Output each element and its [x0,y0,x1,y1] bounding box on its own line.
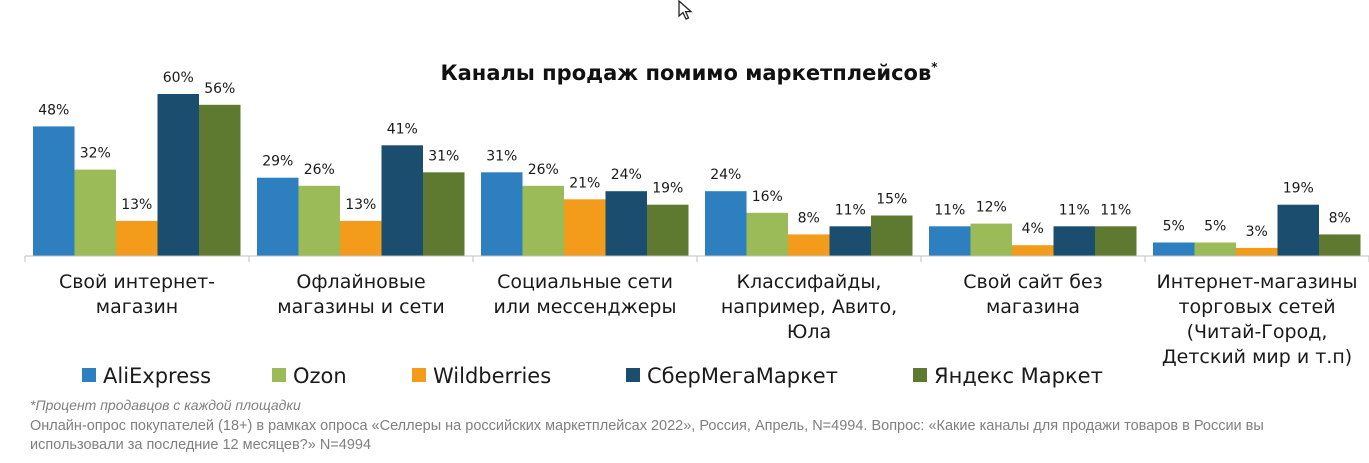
bar-5-5 [1095,226,1137,256]
data-label-6-4: 19% [1283,181,1314,197]
legend-swatch-4 [626,368,640,382]
bar-4-3 [788,234,830,256]
legend-label-5: Яндекс Маркет [934,364,1103,388]
category-label-2: Офлайновые магазины и сети [277,271,444,318]
data-label-6-3: 3% [1246,224,1268,240]
data-label-5-5: 11% [1100,202,1131,218]
data-label-5-4: 11% [1059,202,1090,218]
bar-4-4 [829,226,871,256]
bar-6-1 [1153,242,1195,256]
data-label-4-4: 11% [835,202,866,218]
legend-label-2: Ozon [293,364,347,388]
data-label-3-1: 31% [486,148,517,164]
bar-1-3 [116,220,158,256]
data-label-4-1: 24% [710,167,741,183]
category-label-4: Классифайды, например, Авито, Юла [721,271,897,343]
data-label-5-2: 12% [976,200,1007,216]
bar-1-1 [33,126,75,257]
data-label-3-5: 19% [652,181,683,197]
legend-swatch-3 [412,368,426,382]
category-label-3: Социальные сети или мессенджеры [494,271,677,318]
data-label-3-2: 26% [528,162,559,178]
bar-6-4 [1277,204,1319,256]
bar-3-3 [564,199,606,256]
data-label-2-4: 41% [387,121,418,137]
data-label-4-5: 15% [876,192,907,208]
legend-swatch-2 [272,368,286,382]
bar-5-4 [1053,226,1095,256]
bar-3-1 [481,172,523,256]
bar-1-2 [74,169,116,256]
bar-2-2 [298,185,340,256]
x-axis [24,255,1369,262]
chart-title: Каналы продаж помимо маркетплейсов* [440,60,938,85]
bar-1-5 [199,104,241,256]
footnote: *Процент продавцов с каждой площадки [30,397,301,413]
data-label-3-3: 21% [569,175,600,191]
category-labels: Свой интернет-магазин Офлайновые магазины … [59,271,1358,368]
bar-3-4 [605,191,647,256]
legend-label-4: СберМегаМаркет [647,364,838,388]
category-label-6: Интернет-магазины торговых сетей (Читай-Го… [1157,271,1358,368]
legend-label-3: Wildberries [433,364,551,388]
data-label-5-1: 11% [934,202,965,218]
bar-5-3 [1012,245,1054,256]
bar-4-1 [705,191,747,256]
bar-6-3 [1236,247,1278,256]
data-label-2-3: 13% [345,197,376,213]
bar-3-2 [522,185,564,256]
data-label-1-3: 13% [121,197,152,213]
data-label-1-5: 56% [204,81,235,97]
source-note: Онлайн-опрос покупателей (18+) в рамках … [30,418,1264,453]
data-label-2-1: 29% [262,154,293,170]
category-label-5: Свой сайт без магазина [963,271,1103,318]
data-label-6-1: 5% [1163,219,1185,235]
legend-swatch-5 [913,368,927,382]
data-label-1-1: 48% [38,102,69,118]
bar-4-5 [871,215,913,256]
data-label-2-5: 31% [428,148,459,164]
bar-2-4 [381,145,423,256]
data-label-4-2: 16% [752,189,783,205]
category-label-1: Свой интернет-магазин [59,271,215,318]
data-label-3-4: 24% [611,167,642,183]
data-label-1-4: 60% [163,70,194,86]
bar-4-2 [746,212,788,256]
bar-1-4 [157,94,199,256]
legend: AliExpress Ozon Wildberries СберМегаМаркет Я… [82,364,1103,388]
data-label-6-5: 8% [1329,210,1351,226]
bar-3-5 [647,204,689,256]
legend-swatch-1 [82,368,96,382]
bars-group: 48% 32% 13% 60% 56% 29% 26% 13% 41% 31% 31% 26% 21% 2… [33,70,1361,257]
data-label-4-3: 8% [798,210,820,226]
bar-2-5 [423,172,465,256]
bar-2-1 [257,177,299,256]
legend-label-1: AliExpress [103,364,211,388]
data-label-2-2: 26% [304,162,335,178]
bar-5-1 [929,226,971,256]
data-label-6-2: 5% [1204,219,1226,235]
bar-2-3 [340,220,382,256]
bar-6-5 [1319,234,1361,256]
data-label-5-3: 4% [1022,221,1044,237]
bar-5-2 [970,223,1012,256]
bar-6-2 [1194,242,1236,256]
data-label-1-2: 32% [80,146,111,162]
mouse-cursor-icon [678,0,693,20]
